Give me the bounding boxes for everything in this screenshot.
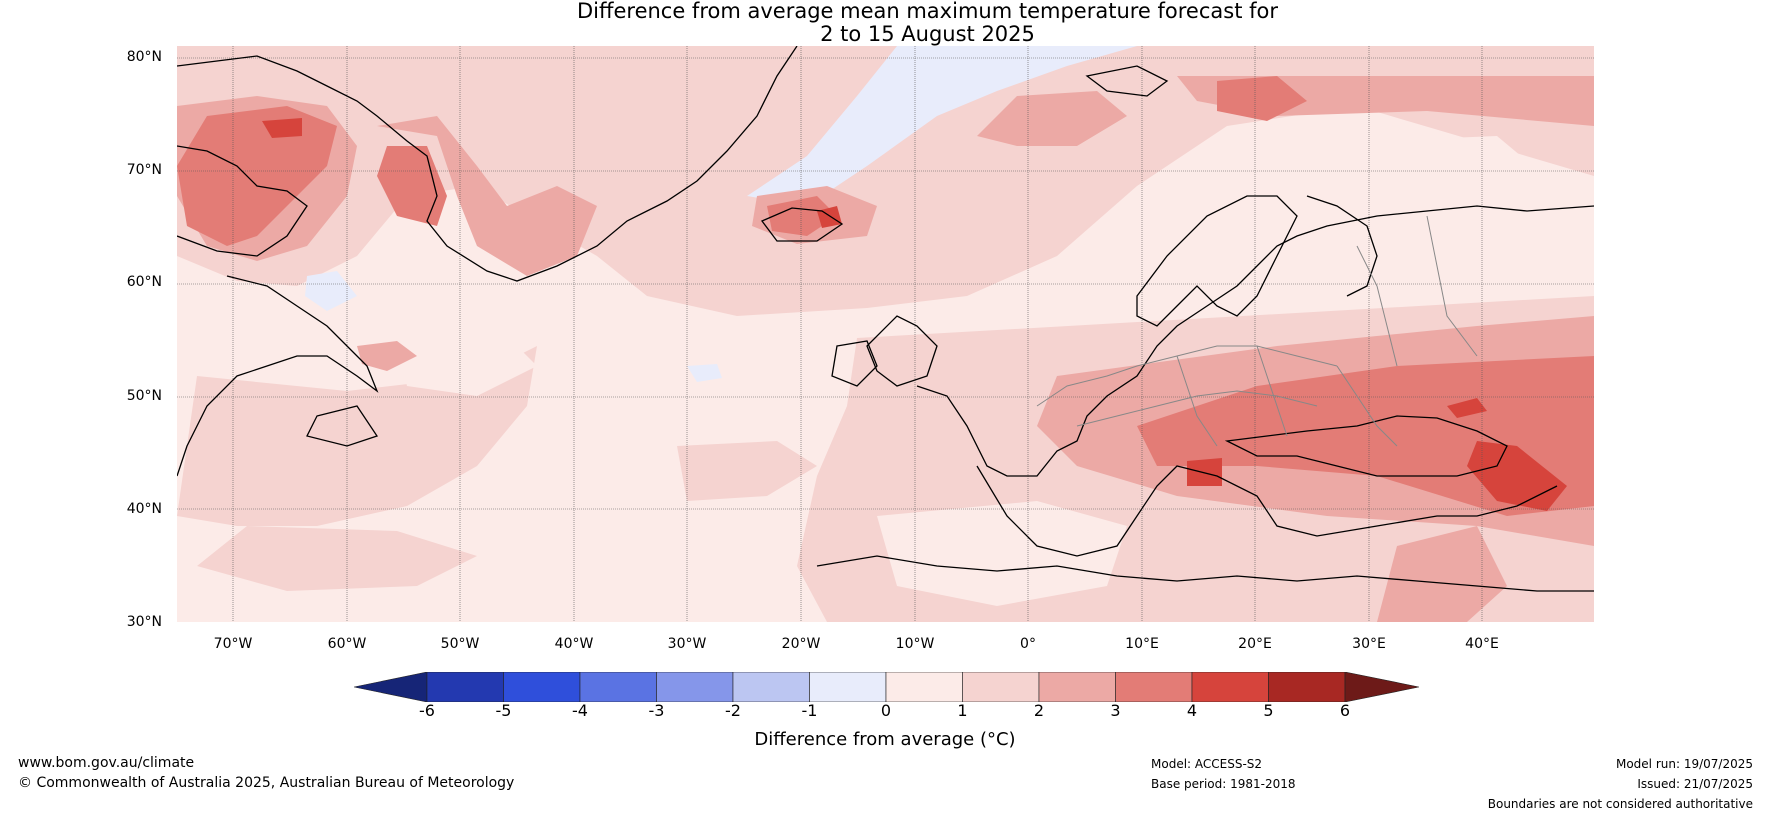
colorbar-swatch [579, 671, 657, 703]
colorbar-title: Difference from average (°C) [754, 729, 1016, 750]
lon-label-10e: 10°E [1125, 636, 1159, 652]
colorbar-swatch [962, 671, 1040, 703]
colorbar-tick-label: 0 [880, 701, 892, 720]
anomaly-contours [177, 46, 1594, 622]
colorbar-swatch [1268, 671, 1346, 703]
lon-label-20e: 20°E [1238, 636, 1272, 652]
colorbar-tick-label: 5 [1263, 701, 1274, 720]
colorbar-cap-high [1344, 671, 1420, 703]
title-line-1: Difference from average mean maximum tem… [577, 0, 1278, 23]
colorbar-swatch [503, 671, 581, 703]
colorbar-tick-label: -5 [495, 701, 512, 720]
disclaimer-text: Boundaries are not considered authoritat… [1487, 797, 1753, 811]
country-boundaries [1036, 215, 1478, 447]
lon-label-50w: 50°W [440, 636, 480, 652]
lon-label-10w: 10°W [895, 636, 935, 652]
colorbar-tick-label: 3 [1110, 701, 1121, 720]
colorbar-tick-label: 6 [1339, 701, 1351, 720]
colorbar-tick-label: -1 [801, 701, 818, 720]
anomaly-band-neg1-0 [305, 46, 1137, 382]
lon-label-60w: 60°W [327, 636, 367, 652]
colorbar-swatch [656, 671, 734, 703]
base-period-text: Base period: 1981-2018 [1151, 777, 1296, 791]
lon-label-30w: 30°W [667, 636, 707, 652]
lon-label-40e: 40°E [1465, 636, 1499, 652]
lat-label-70n: 70°N [126, 162, 162, 178]
lon-label-20w: 20°W [781, 636, 821, 652]
issued-text: Issued: 21/07/2025 [1637, 777, 1753, 791]
model-run-text: Model run: 19/07/2025 [1615, 757, 1753, 771]
colorbar-swatch [1115, 671, 1193, 703]
lat-label-50n: 50°N [126, 388, 162, 404]
colorbar-tick-label: -4 [572, 701, 588, 720]
colorbar-tick-label: -2 [725, 701, 741, 720]
lat-label-80n: 80°N [126, 49, 162, 65]
lon-label-30e: 30°E [1352, 636, 1386, 652]
colorbar-swatch [1038, 671, 1116, 703]
colorbar-swatch [885, 671, 963, 703]
colorbar-swatch [1191, 671, 1269, 703]
colorbar-tick-label: -6 [419, 701, 435, 720]
colorbar-tick-label: 1 [957, 701, 968, 720]
colorbar-tick-label: 4 [1186, 701, 1198, 720]
colorbar-swatch [809, 671, 887, 703]
colorbar-swatch [732, 671, 810, 703]
map-title: Difference from average mean maximum tem… [0, 0, 1770, 46]
model-text: Model: ACCESS-S2 [1151, 757, 1263, 771]
temperature-anomaly-map [177, 46, 1594, 622]
lat-label-60n: 60°N [126, 274, 162, 290]
website-text: www.bom.gov.au/climate [18, 755, 195, 771]
lat-label-40n: 40°N [126, 501, 162, 517]
graticule [177, 46, 1594, 622]
colorbar-tick-label: 2 [1033, 701, 1045, 720]
colorbar-swatches [353, 671, 1420, 703]
colorbar-cap-low [353, 671, 428, 703]
colorbar-tick-label: -3 [648, 701, 665, 720]
colorbar-swatch [426, 671, 504, 703]
lon-label-40w: 40°W [554, 636, 594, 652]
lon-label-70w: 70°W [213, 636, 253, 652]
lon-label-0: 0° [1020, 636, 1036, 652]
lat-label-30n: 30°N [126, 614, 162, 630]
copyright-text: © Commonwealth of Australia 2025, Austra… [18, 775, 515, 791]
colorbar [353, 671, 1420, 703]
title-line-2: 2 to 15 August 2025 [820, 22, 1035, 46]
coastlines [177, 46, 1594, 592]
